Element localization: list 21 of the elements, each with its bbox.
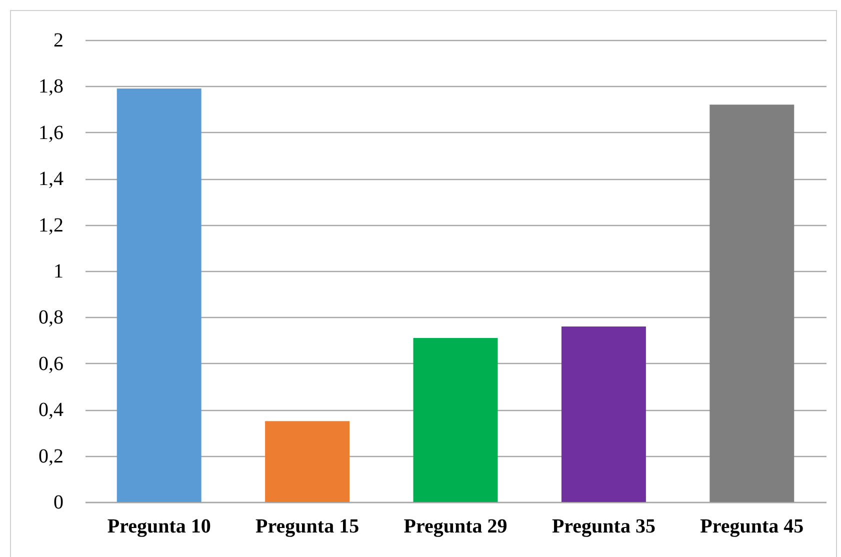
- y-tick-label: 1,8: [38, 76, 64, 98]
- x-tick-label: Pregunta 35: [552, 516, 656, 538]
- y-tick-label: 1: [54, 260, 64, 282]
- bar: [116, 88, 202, 502]
- x-tick-label: Pregunta 45: [700, 516, 804, 538]
- y-tick-label: 1,6: [38, 122, 64, 144]
- x-tick-label: Pregunta 29: [404, 516, 508, 538]
- y-tick-label: 0,8: [38, 306, 64, 329]
- bar: [710, 104, 794, 502]
- y-tick-label: 1,2: [38, 214, 64, 236]
- x-tick-label: Pregunta 15: [256, 516, 360, 538]
- x-tick-label: Pregunta 10: [107, 516, 211, 538]
- bar: [265, 421, 350, 502]
- y-tick-label: 0: [54, 492, 64, 514]
- y-tick-label: 2: [54, 30, 64, 52]
- y-tick-label: 1,4: [38, 168, 64, 190]
- y-tick-label: 0,2: [38, 445, 64, 468]
- bar: [561, 326, 646, 502]
- bar: [413, 338, 498, 502]
- y-tick-label: 0,6: [38, 352, 64, 375]
- y-tick-label: 0,4: [38, 399, 64, 422]
